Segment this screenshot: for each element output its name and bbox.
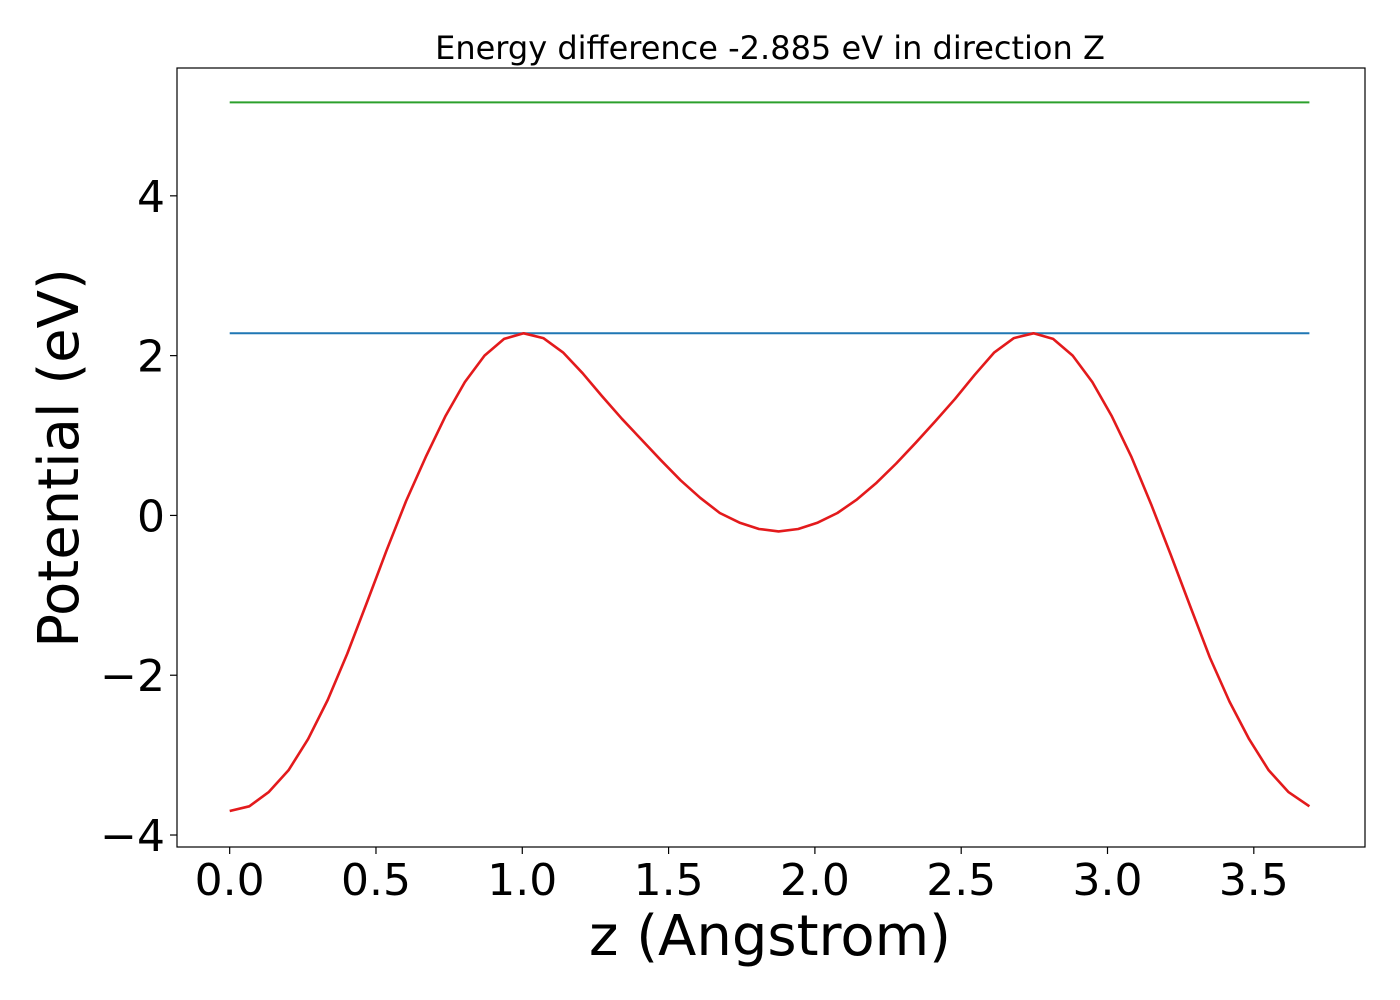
y-tick-label: −4	[100, 811, 165, 862]
y-tick-label: 4	[137, 172, 165, 223]
y-tick-label: −2	[100, 651, 165, 702]
x-tick-label: 1.5	[634, 855, 704, 906]
y-axis: −4 −2 0 2 4	[100, 172, 177, 862]
y-axis-label: Potential (eV)	[27, 268, 92, 648]
y-tick-label: 0	[137, 491, 165, 542]
plot-frame	[176, 67, 1366, 848]
x-tick-label: 3.0	[1073, 855, 1143, 906]
x-tick-label: 3.5	[1219, 855, 1289, 906]
x-tick-label: 2.5	[926, 855, 996, 906]
x-tick-label: 1.0	[487, 855, 557, 906]
plot-lines	[229, 101, 1311, 813]
x-tick-label: 0.0	[195, 855, 265, 906]
x-tick-label: 2.0	[780, 855, 850, 906]
x-axis-label: z (Angstrom)	[589, 904, 951, 969]
y-tick-label: 2	[137, 332, 165, 383]
x-axis: 0.0 0.5 1.0 1.5 2.0 2.5 3.0 3.5	[195, 847, 1289, 906]
series-line-2	[229, 331, 1311, 813]
x-tick-label: 0.5	[341, 855, 411, 906]
chart-title: Energy difference -2.885 eV in direction…	[435, 29, 1105, 67]
